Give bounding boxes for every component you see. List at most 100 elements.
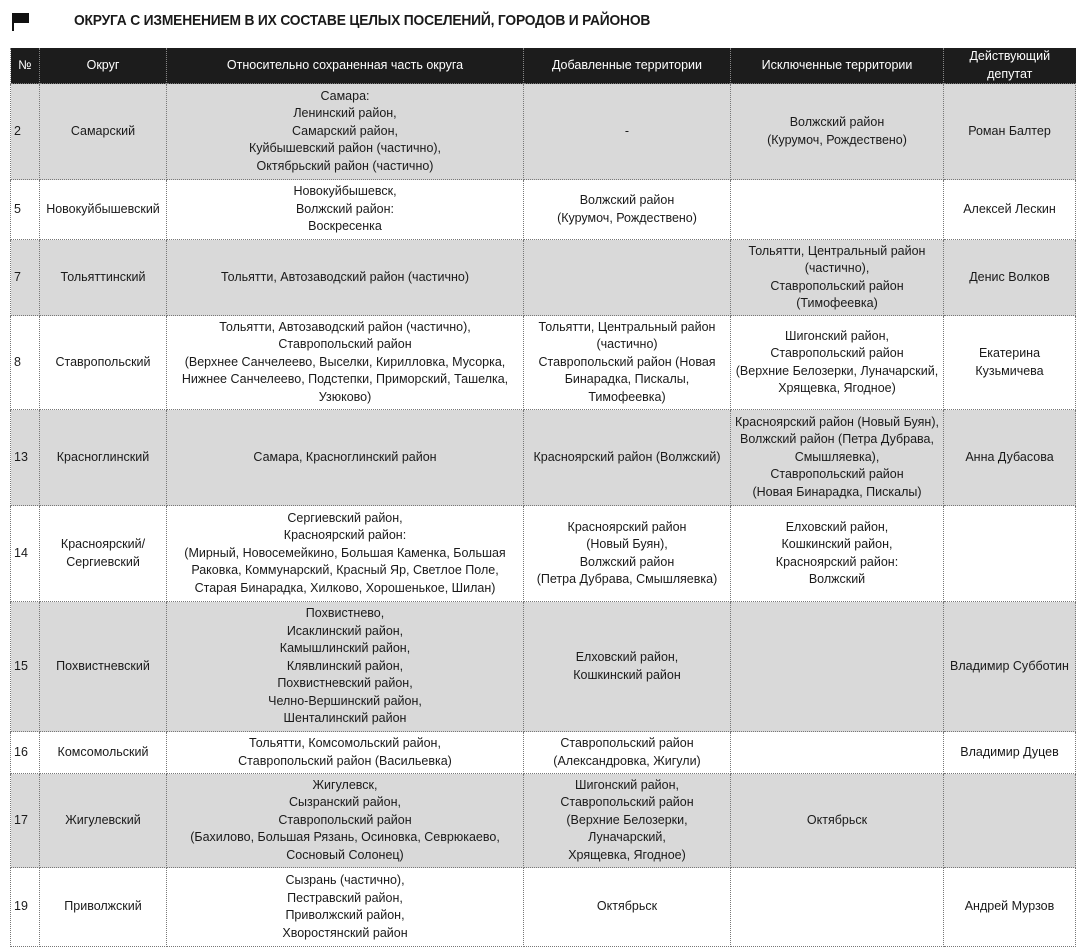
cell-line: (Верхнее Санчелеево, Выселки, Кирилловка… [184, 354, 506, 369]
cell-line: Жигулевский [65, 812, 141, 827]
cell-excluded [730, 179, 944, 240]
row-number: 7 [10, 239, 40, 316]
table-row: 7 Тольяттинский Тольятти, Автозаводский ра… [10, 239, 1076, 316]
cell-line: Октябрьск [596, 899, 658, 914]
cell-deputy [943, 773, 1076, 868]
cell-line: Узюково) [318, 389, 372, 404]
cell-line: Красноярский район (Волжский) [533, 449, 721, 464]
cell-line: Сызранский район, [289, 795, 401, 810]
row-number: 14 [10, 505, 40, 602]
cell-line: Ставропольский район [770, 346, 904, 360]
cell-line: Ставропольский район [560, 795, 694, 810]
cell-line: Исаклинский район, [286, 623, 404, 638]
cell-line: Хрящевка, Ягодное) [778, 381, 896, 395]
cell-line: Екатерина [978, 346, 1041, 360]
row-number: 5 [10, 179, 40, 240]
cell-line: Красноярский район: [775, 554, 899, 569]
cell-line: Елховский район, [575, 650, 679, 664]
cell-line: (Новый Буян), [586, 537, 668, 551]
cell-line: Октябрьск [806, 812, 868, 827]
cell-district: Ставропольский [39, 315, 167, 410]
cell-excluded [730, 601, 944, 732]
cell-added [523, 239, 731, 316]
cell-line: Октябрьский район (частично) [256, 158, 434, 173]
cell-line: Ставропольский район [770, 278, 904, 293]
cell-line: Волжский район [579, 193, 675, 207]
cell-line: Раковка, Коммунарский, Красный Яр, Светл… [191, 563, 499, 578]
cell-line: Андрей Мурзов [964, 899, 1055, 914]
cell-line: Самарский [70, 123, 136, 138]
cell-kept: Сызрань (частично), Пестравский район, При… [166, 867, 524, 947]
cell-line: (Верхние Белозерки, Луначарский, [566, 812, 688, 845]
table-row: 14 Красноярский/Сергиевский Сергиевский ра… [10, 505, 1076, 602]
cell-line: Тольятти, Центральный район [748, 243, 926, 258]
cell-line: (частично) [596, 337, 658, 352]
header-excluded: Исключенные территории [730, 48, 944, 84]
cell-line: (Курумоч, Рождествено) [557, 210, 697, 225]
cell-line: Приволжский [64, 899, 142, 914]
cell-line: Комсомольский [57, 744, 149, 759]
cell-kept: Самара: Ленинский район, Самарский район, К… [166, 83, 524, 180]
cell-deputy [943, 505, 1076, 602]
cell-added: Красноярский район (Новый Буян), Волжский … [523, 505, 731, 602]
cell-line: Ставропольский [55, 354, 151, 369]
table-row: 16 Комсомольский Тольятти, Комсомольский р… [10, 731, 1076, 774]
cell-district: Новокуйбышевский [39, 179, 167, 240]
cell-district: Комсомольский [39, 731, 167, 774]
cell-district: Красноглинский [39, 409, 167, 506]
cell-line: Шенталинский район [283, 711, 407, 726]
cell-line: Похвистнево, [305, 606, 385, 621]
cell-line: Роман Балтер [968, 123, 1051, 138]
cell-added: Октябрьск [523, 867, 731, 947]
cell-line: (Новая Бинарадка, Пискалы) [752, 484, 922, 499]
cell-line: Тольяттинский [60, 269, 146, 284]
cell-district: Похвистневский [39, 601, 167, 732]
cell-line: Новокуйбышевск, [293, 184, 397, 199]
cell-line: (Петра Дубрава, Смышляевка) [536, 572, 718, 586]
cell-added: Ставропольский район (Александровка, Жигу… [523, 731, 731, 774]
cell-line: (Курумоч, Рождествено) [767, 132, 907, 147]
cell-line: Волжский район [579, 554, 675, 569]
cell-line: Ленинский район, [293, 106, 397, 121]
cell-excluded: Октябрьск [730, 773, 944, 868]
row-number: 8 [10, 315, 40, 410]
cell-line: Куйбышевский район (частично), [248, 141, 442, 156]
cell-line: Кузьмичева [975, 363, 1044, 378]
cell-line: Ставропольский район [560, 736, 694, 750]
cell-line: Хрящевка, Ягодное) [568, 847, 686, 862]
cell-line: Тольятти, Комсомольский район, [249, 736, 441, 750]
cell-line: (Тимофеевка) [796, 296, 878, 310]
cell-added: Тольятти, Центральный район (частично) Ста… [523, 315, 731, 410]
cell-kept: Тольятти, Автозаводский район (частично)… [166, 315, 524, 410]
header-district: Округ [39, 48, 167, 84]
cell-line: Челно-Вершинский район, [268, 693, 422, 708]
cell-excluded: Тольятти, Центральный район (частично), Ст… [730, 239, 944, 316]
cell-line: (Александровка, Жигули) [553, 753, 701, 768]
cell-excluded: Красноярский район (Новый Буян), Волжский… [730, 409, 944, 506]
cell-line: Приволжский район, [285, 908, 405, 922]
table-row: 15 Похвистневский Похвистнево, Исаклинский … [10, 601, 1076, 732]
page-header: ОКРУГА С ИЗМЕНЕНИЕМ В ИХ СОСТАВЕ ЦЕЛЫХ П… [12, 8, 700, 32]
cell-line: Хворостянский район [282, 925, 408, 940]
cell-kept: Тольятти, Автозаводский район (частично) [166, 239, 524, 316]
cell-line: Самара, Красноглинский район [253, 449, 437, 464]
cell-district: Красноярский/Сергиевский [39, 505, 167, 602]
cell-line: Красноярский район [567, 519, 687, 534]
cell-line: Воскресенка [308, 219, 382, 234]
cell-line: Тольятти, Автозаводский район (частично) [220, 269, 470, 284]
cell-line: Нижнее Санчелеево, Подстепки, Приморский… [181, 372, 509, 387]
cell-kept: Жигулевск, Сызранский район, Ставропольски… [166, 773, 524, 868]
cell-line: Сызрань (частично), [285, 873, 405, 887]
cell-line: Похвистневский район, [277, 676, 413, 691]
cell-line: Смышляевка), [794, 449, 880, 464]
cell-added: - [523, 83, 731, 180]
cell-line: Сосновый Солонец) [286, 847, 404, 862]
cell-deputy: Роман Балтер [943, 83, 1076, 180]
table-header-row: № Округ Относительно сохраненная часть окр… [10, 48, 1076, 84]
row-number: 16 [10, 731, 40, 774]
cell-line: Клявлинский район, [286, 658, 404, 673]
cell-deputy: Андрей Мурзов [943, 867, 1076, 947]
districts-table: № Округ Относительно сохраненная часть окр… [10, 48, 1076, 947]
cell-deputy: Владимир Дуцев [943, 731, 1076, 774]
cell-line: Волжский [808, 572, 866, 586]
